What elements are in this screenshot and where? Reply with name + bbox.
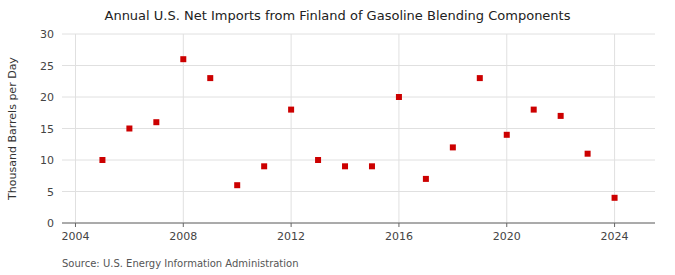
x-grid-line [75,34,76,223]
point [450,144,456,150]
y-tick-label: 5 [47,186,54,199]
point [234,182,240,188]
title: Annual U.S. Net Imports from Finland of … [105,8,571,23]
x-tick-label: 2024 [601,230,629,243]
point [531,107,537,113]
x-tick-label: 2020 [493,230,521,243]
axes: 0 5 10 15 20 25 30 2004 2008 2012 2016 2020 2024 [40,28,655,243]
point [558,113,564,119]
x-tick-mark [398,223,399,227]
point [504,132,510,138]
chart-container: Annual U.S. Net Imports from Finland of … [0,0,675,275]
point [342,163,348,169]
y-grid-line [62,128,655,129]
x-grid-line [614,34,615,223]
grid [62,34,655,223]
x-tick-mark [614,223,615,227]
points [99,56,617,201]
y-grid-line [62,160,655,161]
y-tick-label: 25 [40,60,54,73]
y-grid-line [62,34,655,35]
y-grid-line [62,191,655,192]
x-tick-label: 2004 [61,230,89,243]
x-tick-mark [506,223,507,227]
page: {"chart_data": {"type": "scatter", "titl… [0,0,675,275]
y-tick-label: 15 [40,123,54,136]
x-grid-line [183,34,184,223]
chart-svg: Annual U.S. Net Imports from Finland of … [0,0,675,275]
point [99,157,105,163]
x-tick-label: 2016 [385,230,413,243]
source-note: Source: U.S. Energy Information Administ… [62,258,299,269]
point [423,176,429,182]
y-axis-label: Thousand Barrels per Day [6,57,19,201]
y-tick-label: 20 [40,91,54,104]
point [153,119,159,125]
x-grid-line [506,34,507,223]
point [315,157,321,163]
point [396,94,402,100]
x-grid-line [291,34,292,223]
x-axis-line [62,223,655,224]
x-grid-line [398,34,399,223]
point [261,163,267,169]
point [585,151,591,157]
point [126,126,132,132]
y-grid-line [62,65,655,66]
y-grid-line [62,97,655,98]
point [288,107,294,113]
y-tick-label: 10 [40,154,54,167]
y-tick-label: 0 [47,217,54,230]
x-tick-mark [291,223,292,227]
x-tick-mark [183,223,184,227]
x-tick-label: 2008 [169,230,197,243]
x-tick-mark [75,223,76,227]
point [477,75,483,81]
point [207,75,213,81]
y-tick-label: 30 [40,28,54,41]
x-tick-label: 2012 [277,230,305,243]
point [612,195,618,201]
point [180,56,186,62]
point [369,163,375,169]
y-grid-line [62,223,655,224]
